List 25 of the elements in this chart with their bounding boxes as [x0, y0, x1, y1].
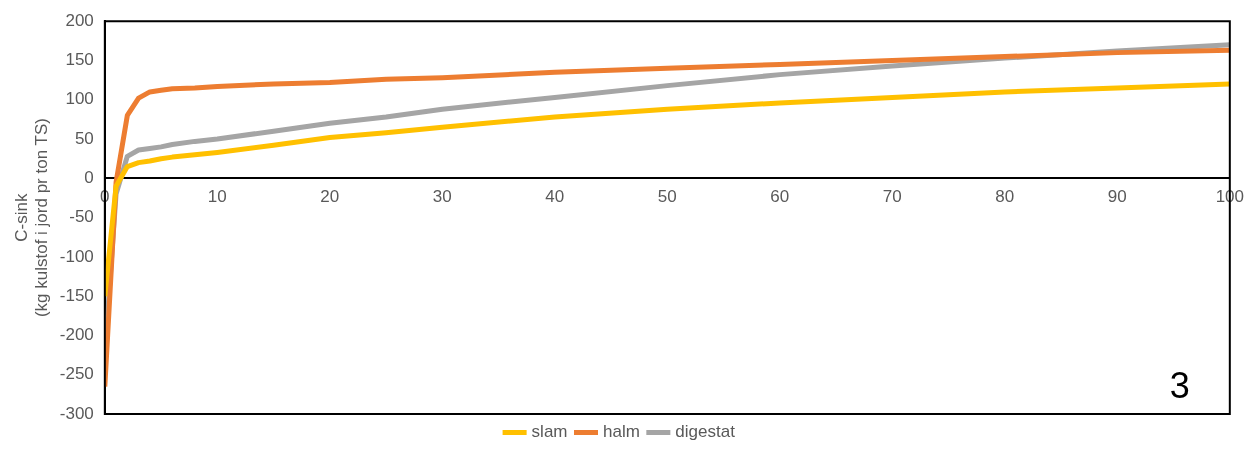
y-tick-label: -200 [59, 325, 94, 345]
x-tick-label: 70 [882, 187, 902, 207]
y-tick-label: 200 [65, 10, 94, 30]
y-tick-label: -250 [59, 364, 94, 384]
annotation: 3 [1169, 364, 1190, 406]
x-tick-label: 20 [320, 187, 340, 207]
legend-label: halm [603, 422, 640, 442]
x-tick-label: 30 [432, 187, 452, 207]
y-tick-label: -100 [59, 246, 94, 266]
y-tick-label: 0 [84, 168, 94, 188]
x-tick-label: 40 [545, 187, 565, 207]
x-tick-label: 50 [657, 187, 677, 207]
y-tick-label: -300 [59, 403, 94, 423]
x-tick-label: 80 [995, 187, 1015, 207]
x-tick-label: 10 [207, 187, 227, 207]
y-axis-title: C-sink (kg kulstof i jord pr ton TS) [11, 118, 52, 318]
y-tick-label: -150 [59, 285, 94, 305]
y-tick-label: -50 [69, 207, 94, 227]
legend-label: slam [531, 422, 568, 442]
y-tick-label: 50 [74, 128, 94, 148]
x-tick-label: 60 [770, 187, 790, 207]
x-tick-label: 90 [1107, 187, 1127, 207]
y-tick-label: 100 [65, 89, 94, 109]
legend-label: digestat [675, 422, 736, 442]
y-tick-label: 150 [65, 50, 94, 70]
